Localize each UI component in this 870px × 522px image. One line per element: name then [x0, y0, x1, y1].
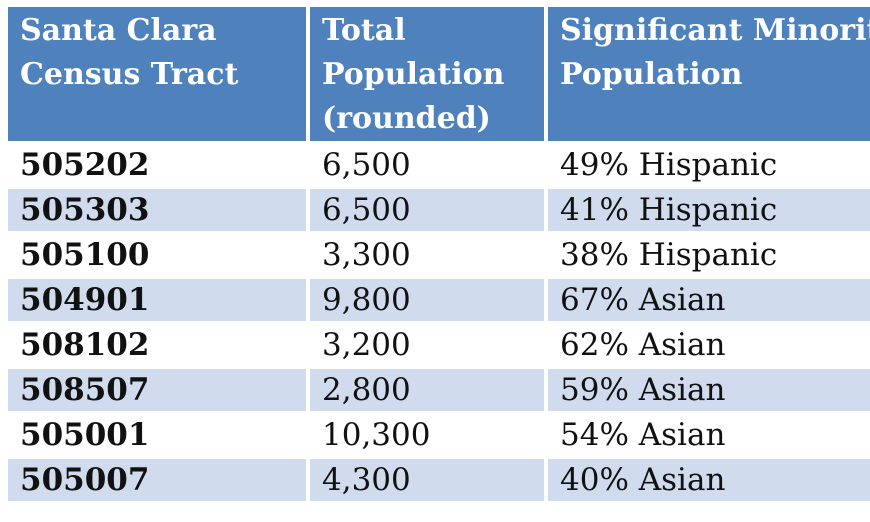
population-cell: 6,500 — [310, 189, 544, 231]
minority-cell: 67% Asian — [548, 279, 870, 321]
minority-cell: 38% Hispanic — [548, 234, 870, 276]
population-cell: 10,300 — [310, 414, 544, 456]
minority-cell: 49% Hispanic — [548, 144, 870, 186]
header-significant-minority: Significant Minority Population — [548, 7, 870, 141]
tract-cell: 505303 — [8, 189, 306, 231]
minority-cell: 59% Asian — [548, 369, 870, 411]
population-cell: 2,800 — [310, 369, 544, 411]
tract-cell: 505007 — [8, 459, 306, 501]
table-header-row: Santa Clara Census Tract Total Populatio… — [8, 7, 870, 141]
tract-cell: 505100 — [8, 234, 306, 276]
minority-cell: 40% Asian — [548, 459, 870, 501]
population-cell: 3,300 — [310, 234, 544, 276]
table-row: 505001 10,300 54% Asian — [8, 414, 870, 456]
population-cell: 6,500 — [310, 144, 544, 186]
tract-cell: 504901 — [8, 279, 306, 321]
census-tract-table: Santa Clara Census Tract Total Populatio… — [4, 4, 870, 504]
header-line: Population — [322, 57, 505, 92]
tract-cell: 505202 — [8, 144, 306, 186]
header-total-population: Total Population (rounded) — [310, 7, 544, 141]
table-row: 508102 3,200 62% Asian — [8, 324, 870, 366]
header-line: Total — [322, 13, 406, 48]
tract-cell: 505001 — [8, 414, 306, 456]
table-row: 508507 2,800 59% Asian — [8, 369, 870, 411]
minority-cell: 41% Hispanic — [548, 189, 870, 231]
table-row: 505100 3,300 38% Hispanic — [8, 234, 870, 276]
population-cell: 9,800 — [310, 279, 544, 321]
table-row: 504901 9,800 67% Asian — [8, 279, 870, 321]
header-line: Significant Minority — [560, 13, 870, 48]
tract-cell: 508507 — [8, 369, 306, 411]
table-row: 505007 4,300 40% Asian — [8, 459, 870, 501]
tract-cell: 508102 — [8, 324, 306, 366]
table-row: 505303 6,500 41% Hispanic — [8, 189, 870, 231]
header-line: Santa Clara — [20, 13, 217, 48]
population-cell: 3,200 — [310, 324, 544, 366]
population-cell: 4,300 — [310, 459, 544, 501]
header-line: (rounded) — [322, 101, 491, 136]
minority-cell: 54% Asian — [548, 414, 870, 456]
header-census-tract: Santa Clara Census Tract — [8, 7, 306, 141]
header-line: Census Tract — [20, 57, 239, 92]
table-row: 505202 6,500 49% Hispanic — [8, 144, 870, 186]
minority-cell: 62% Asian — [548, 324, 870, 366]
header-line: Population — [560, 57, 743, 92]
